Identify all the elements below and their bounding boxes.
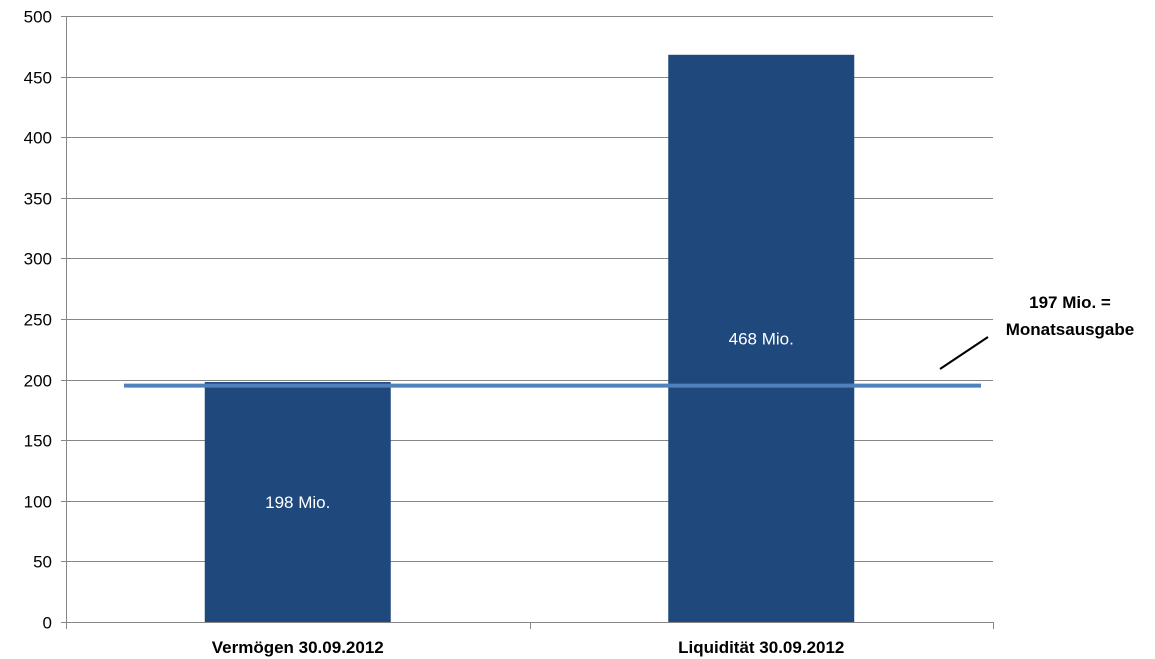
annotation-label-line2: Monatsausgabe	[1006, 320, 1134, 339]
y-tick-label: 500	[24, 8, 52, 27]
bar	[204, 382, 391, 622]
x-category-label: Liquidität 30.09.2012	[678, 638, 844, 657]
y-tick-label: 350	[24, 190, 52, 209]
reference-annotation: 197 Mio. = Monatsausgabe	[939, 293, 1134, 370]
data-label: 468 Mio.	[729, 329, 794, 348]
x-category-label: Vermögen 30.09.2012	[212, 638, 384, 657]
y-tick-label: 400	[24, 129, 52, 148]
y-axis-tick-labels: 0 50 100 150 200 250 300 350 400 450 500	[24, 8, 52, 633]
axes	[61, 16, 994, 629]
y-tick-label: 300	[24, 250, 52, 269]
y-tick-label: 150	[24, 432, 52, 451]
y-tick-label: 450	[24, 69, 52, 88]
data-label: 198 Mio.	[265, 493, 330, 512]
data-labels: 198 Mio. 468 Mio.	[265, 329, 794, 512]
annotation-leader-line	[939, 336, 989, 370]
y-tick-label: 200	[24, 372, 52, 391]
y-tick-label: 100	[24, 493, 52, 512]
y-tick-label: 50	[33, 553, 52, 572]
y-tick-label: 250	[24, 311, 52, 330]
y-tick-label: 0	[43, 614, 52, 633]
annotation-label-line1: 197 Mio. =	[1029, 293, 1111, 312]
x-axis-category-labels: Vermögen 30.09.2012 Liquidität 30.09.2012	[212, 638, 845, 657]
bar	[668, 54, 855, 623]
bars	[204, 54, 855, 623]
